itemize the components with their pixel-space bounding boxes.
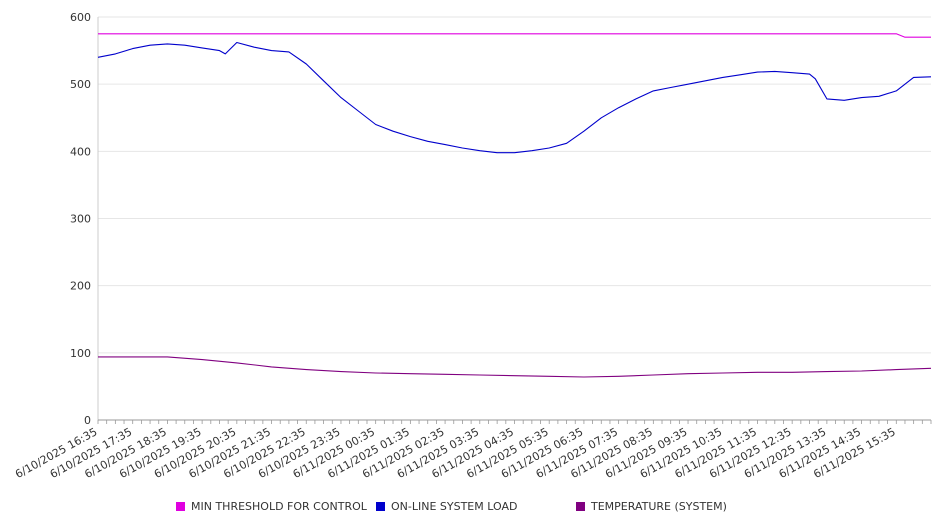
legend-swatch-system-load <box>376 501 385 511</box>
series-line-system-load <box>97 41 932 154</box>
legend-item-temperature: TEMPERATURE (SYSTEM) <box>576 499 727 513</box>
y-axis-ticks: 0 100 200 300 400 500 600 <box>70 11 91 427</box>
axes <box>97 17 932 424</box>
y-tick-label: 0 <box>84 414 91 427</box>
y-tick-label: 500 <box>70 78 91 91</box>
legend-label-min-threshold: MIN THRESHOLD FOR CONTROL <box>191 499 367 513</box>
legend-item-system-load: ON-LINE SYSTEM LOAD <box>376 499 517 513</box>
y-tick-label: 300 <box>70 213 91 226</box>
x-axis-ticks: 6/10/2025 16:356/10/2025 17:356/10/2025 … <box>13 425 898 481</box>
grid-lines <box>98 16 931 354</box>
y-tick-label: 100 <box>70 347 91 360</box>
legend-label-system-load: ON-LINE SYSTEM LOAD <box>391 499 518 513</box>
series-line-min-threshold <box>98 33 931 38</box>
legend-swatch-min-threshold <box>176 501 185 511</box>
series-lines <box>97 33 932 378</box>
legend-item-min-threshold: MIN THRESHOLD FOR CONTROL <box>176 499 367 513</box>
series-line-temperature <box>98 356 932 378</box>
legend-swatch-temperature <box>576 501 585 511</box>
y-tick-label: 200 <box>70 280 91 293</box>
y-tick-label: 600 <box>70 11 91 24</box>
legend-label-temperature: TEMPERATURE (SYSTEM) <box>591 499 727 513</box>
y-tick-label: 400 <box>70 145 91 158</box>
